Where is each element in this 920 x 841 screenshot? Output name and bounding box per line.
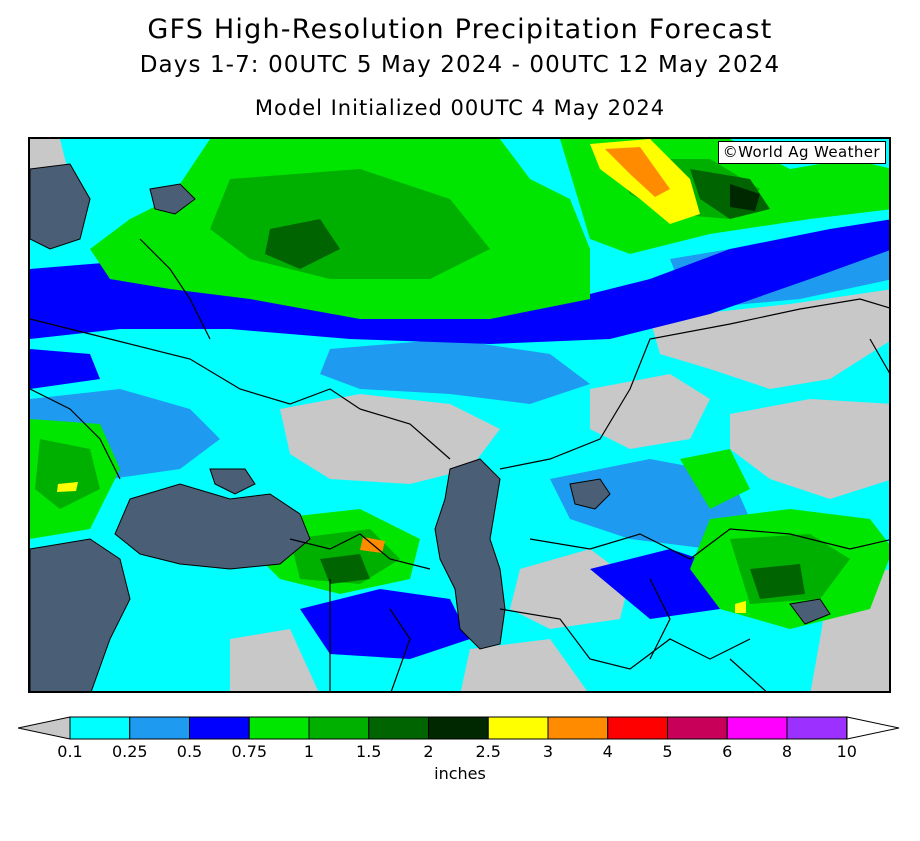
dry-regions	[30, 139, 889, 691]
gulf-of-finland	[149, 183, 196, 215]
legend-tick-label: 3	[542, 742, 554, 761]
precip-field	[30, 139, 889, 691]
legend-swatch	[308, 716, 370, 740]
issyk-kul	[789, 598, 831, 625]
precip-2-areas	[730, 184, 760, 211]
model-init-time: Model Initialized 00UTC 4 May 2024	[254, 96, 666, 120]
forecast-period: Days 1-7: 00UTC 5 May 2024 - 00UTC 12 Ma…	[139, 52, 781, 78]
map-title: GFS High-Resolution Precipitation Foreca…	[147, 14, 773, 45]
legend-tick-label: 0.5	[176, 742, 203, 761]
country-borders	[30, 238, 889, 691]
color-legend-bar	[18, 716, 900, 740]
black-sea	[114, 483, 311, 570]
legend-swatch	[547, 716, 609, 740]
legend-swatch	[786, 716, 848, 740]
caspian-sea	[434, 458, 506, 650]
legend-tick-label: 6	[722, 742, 733, 761]
legend-tick-label: 10	[836, 742, 857, 761]
legend-swatch	[69, 716, 131, 740]
legend-below-arrow	[18, 716, 71, 740]
legend-tick-label: 0.75	[231, 742, 268, 761]
legend-swatch	[428, 716, 489, 740]
legend-tick-label: 5	[662, 742, 673, 761]
legend-tick-label: 1.5	[356, 742, 382, 761]
precipitation-map: ©World Ag Weather	[28, 137, 891, 693]
aral-sea	[569, 478, 611, 510]
legend-swatch	[248, 716, 310, 740]
copyright-credit: ©World Ag Weather	[717, 141, 886, 164]
legend-tick-label: 4	[602, 742, 613, 761]
water-bodies	[30, 163, 831, 691]
sea-of-azov	[209, 468, 256, 495]
legend-swatch	[667, 716, 728, 740]
legend-tick-label: 8	[781, 742, 793, 761]
legend-swatch	[607, 716, 668, 740]
legend-tick-label: 0.1	[57, 742, 83, 761]
baltic-sea	[30, 163, 91, 250]
legend-tick-label: 1	[303, 742, 315, 761]
aegean-sea	[30, 538, 131, 691]
legend-above-arrow	[846, 716, 900, 740]
legend-color-boxes	[69, 716, 848, 740]
legend-swatch	[487, 716, 549, 740]
legend-swatch	[189, 716, 250, 740]
legend-swatch	[368, 716, 429, 740]
legend-tick-label: 2	[423, 742, 434, 761]
legend-tick-label: 2.5	[475, 742, 501, 761]
legend-swatch	[129, 716, 190, 740]
legend-tick-label: 0.25	[111, 742, 148, 761]
legend-units: inches	[434, 764, 486, 783]
legend-swatch	[726, 716, 788, 740]
